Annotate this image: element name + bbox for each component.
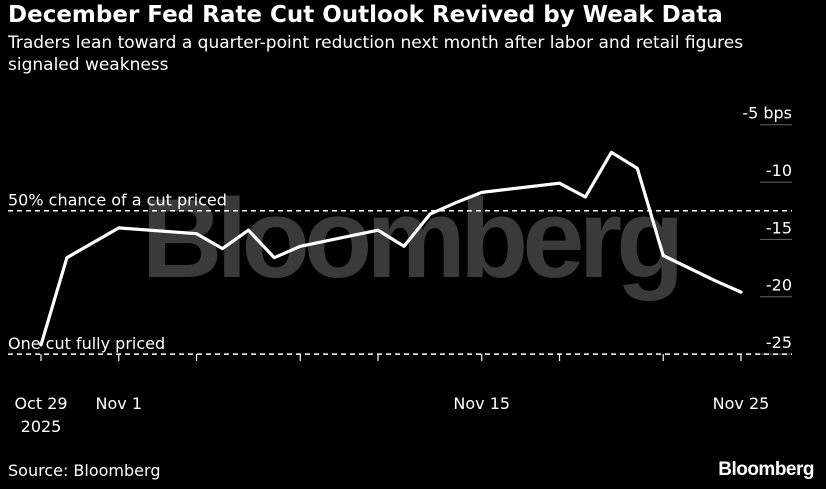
y-tick-label: -5 bps — [742, 104, 792, 123]
x-tick-sublabel: 2025 — [21, 417, 62, 436]
y-tick-label: -20 — [766, 276, 792, 295]
reference-line-label: 50% chance of a cut priced — [8, 191, 227, 210]
x-tick-label: Nov 15 — [453, 394, 510, 413]
series-line — [39, 150, 743, 347]
watermark-logo: Bloomberg — [141, 176, 678, 301]
y-tick-label: -10 — [766, 161, 792, 180]
reference-line-label: One cut fully priced — [8, 334, 165, 353]
y-tick-label: -15 — [766, 218, 792, 237]
source-note: Source: Bloomberg — [8, 461, 161, 480]
x-tick-label: Nov 25 — [713, 394, 770, 413]
bloomberg-logo: Bloomberg — [718, 459, 814, 480]
x-tick-label: Nov 1 — [96, 394, 143, 413]
chart-subtitle: Traders lean toward a quarter-point redu… — [8, 33, 744, 75]
x-tick-label: Oct 29 — [14, 394, 67, 413]
chart-title: December Fed Rate Cut Outlook Revived by… — [8, 2, 723, 28]
y-tick-label: -25 — [766, 333, 792, 352]
